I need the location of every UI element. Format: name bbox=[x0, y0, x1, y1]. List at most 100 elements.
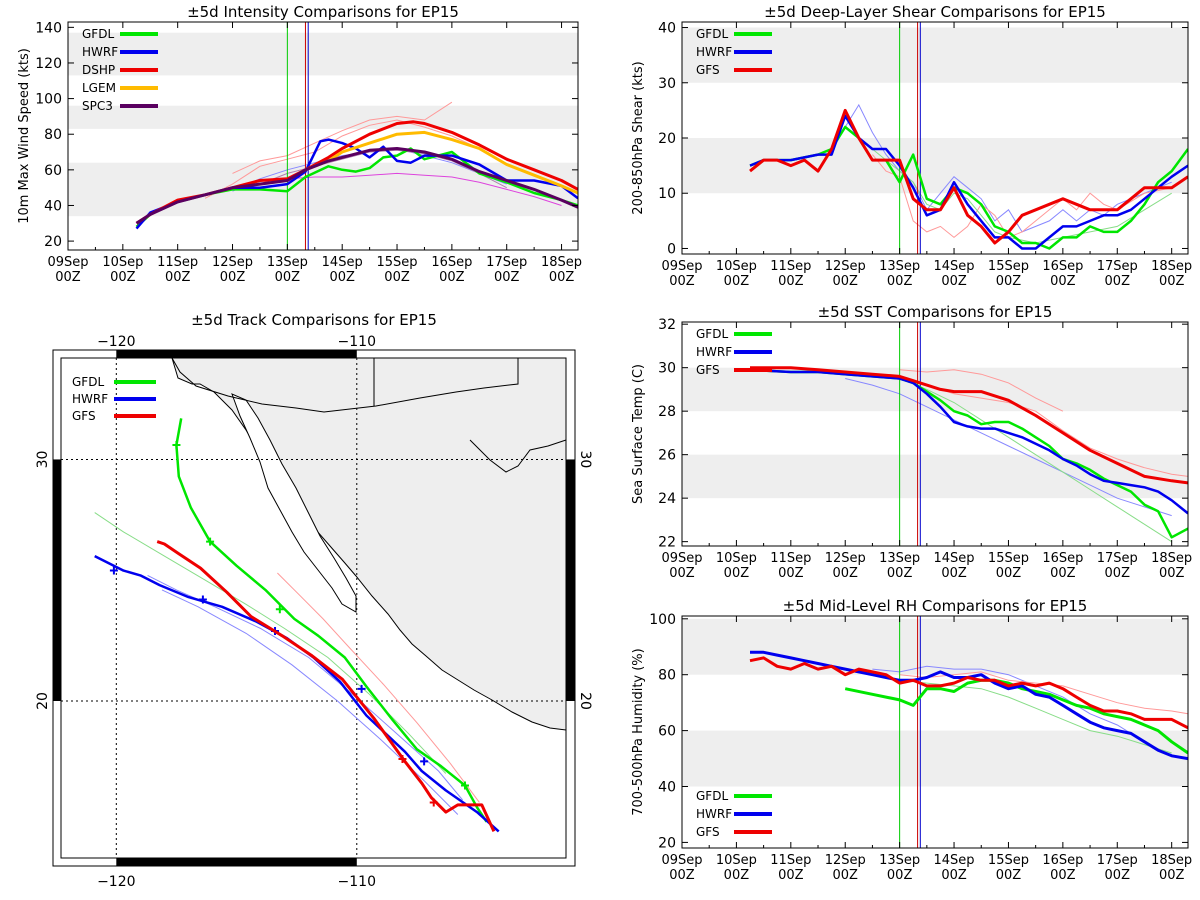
sst-xtick-day-label: 15Sep bbox=[988, 551, 1029, 566]
shear-xtick-hour-label: 00Z bbox=[887, 274, 913, 289]
sst-xtick-hour-label: 00Z bbox=[1105, 566, 1131, 581]
shear-band-0 bbox=[682, 138, 1188, 194]
rh-legend-label-gfs: GFS bbox=[696, 825, 720, 839]
shear-title: ±5d Deep-Layer Shear Comparisons for EP1… bbox=[764, 3, 1106, 21]
sst-title: ±5d SST Comparisons for EP15 bbox=[818, 303, 1053, 321]
track-map-baja-gulf bbox=[231, 393, 357, 613]
sst-ytick-label: 22 bbox=[658, 535, 676, 551]
intensity-xtick-day-label: 11Sep bbox=[157, 255, 198, 270]
shear-xtick-hour-label: 00Z bbox=[1159, 274, 1185, 289]
track-map-legend-label-gfdl: GFDL bbox=[72, 375, 104, 389]
shear-xtick-day-label: 16Sep bbox=[1042, 259, 1083, 274]
shear-chart: 01020304009Sep00Z10Sep00Z11Sep00Z12Sep00… bbox=[631, 3, 1192, 289]
sst-xtick-day-label: 18Sep bbox=[1151, 551, 1192, 566]
shear-xtick-hour-label: 00Z bbox=[832, 274, 858, 289]
track-map-legend-label-hwrf: HWRF bbox=[72, 392, 108, 406]
sst-xtick-hour-label: 00Z bbox=[724, 566, 750, 581]
sst-xtick-hour-label: 00Z bbox=[1050, 566, 1076, 581]
sst-legend-label-gfs: GFS bbox=[696, 363, 720, 377]
rh-xtick-day-label: 12Sep bbox=[825, 853, 866, 868]
shear-xtick-hour-label: 00Z bbox=[1105, 274, 1131, 289]
rh-legend-label-gfdl: GFDL bbox=[696, 789, 728, 803]
track-map-lat-label-right: 30 bbox=[577, 451, 593, 469]
intensity-xtick-day-label: 13Sep bbox=[267, 255, 308, 270]
intensity-xtick-day-label: 15Sep bbox=[377, 255, 418, 270]
intensity-faint-line-0 bbox=[232, 101, 453, 174]
rh-xtick-day-label: 14Sep bbox=[934, 853, 975, 868]
intensity-axis-box bbox=[67, 21, 579, 251]
intensity-xtick-hour-label: 00Z bbox=[55, 270, 81, 285]
rh-xtick-hour-label: 00Z bbox=[941, 868, 967, 883]
shear-ytick-label: 20 bbox=[658, 131, 676, 147]
intensity-faint-line-4 bbox=[259, 149, 507, 189]
track-map-lat-label-right: 20 bbox=[577, 692, 593, 710]
intensity-xtick-hour-label: 00Z bbox=[110, 270, 136, 285]
intensity-faint-line-1 bbox=[204, 119, 507, 199]
track-map-title: ±5d Track Comparisons for EP15 bbox=[191, 311, 437, 329]
track-map-track-marker-gfdl bbox=[206, 537, 215, 546]
sst-chart: 22242628303209Sep00Z10Sep00Z11Sep00Z12Se… bbox=[631, 303, 1192, 581]
intensity-xtick-day-label: 09Sep bbox=[47, 255, 88, 270]
track-map-legend-label-gfs: GFS bbox=[72, 409, 96, 423]
shear-ytick-label: 40 bbox=[658, 21, 676, 37]
shear-xtick-hour-label: 00Z bbox=[669, 274, 695, 289]
shear-xtick-day-label: 09Sep bbox=[661, 259, 702, 274]
shear-legend-label-hwrf: HWRF bbox=[696, 45, 732, 59]
sst-ytick-label: 30 bbox=[658, 361, 676, 377]
shear-series-gfdl bbox=[749, 125, 1188, 250]
sst-xtick-day-label: 09Sep bbox=[661, 551, 702, 566]
shear-ytick-label: 30 bbox=[658, 76, 676, 92]
sst-legend-label-gfdl: GFDL bbox=[696, 327, 728, 341]
sst-ytick-label: 28 bbox=[658, 404, 676, 420]
shear-xtick-hour-label: 00Z bbox=[941, 274, 967, 289]
rh-faint-line-0 bbox=[872, 665, 1172, 757]
track-map-faint-track-0 bbox=[277, 572, 480, 803]
track-map-frame-bar-right bbox=[566, 459, 575, 701]
sst-xtick-hour-label: 00Z bbox=[941, 566, 967, 581]
sst-series-hwrf bbox=[749, 368, 1188, 515]
track-map-coast-detail bbox=[469, 439, 567, 473]
intensity-series-lgem bbox=[304, 130, 578, 195]
track-map-track-marker-gfs bbox=[429, 798, 438, 807]
track-map-track-marker-gfdl bbox=[172, 440, 181, 449]
intensity-legend-label-spc3: SPC3 bbox=[82, 99, 113, 113]
sst-series-gfs bbox=[750, 366, 1188, 485]
sst-band-0 bbox=[682, 454, 1188, 499]
intensity-ytick-label: 140 bbox=[35, 20, 62, 36]
shear-ylabel: 200-850hPa Shear (kts) bbox=[631, 61, 646, 214]
sst-xtick-hour-label: 00Z bbox=[669, 566, 695, 581]
rh-legend-label-hwrf: HWRF bbox=[696, 807, 732, 821]
rh-chart: 2040608010009Sep00Z10Sep00Z11Sep00Z12Sep… bbox=[631, 597, 1192, 883]
track-map-chart: −120 −120 −110 −110 30 30 20 20 ±5d Track Compar… bbox=[35, 311, 593, 890]
shear-xtick-day-label: 13Sep bbox=[879, 259, 920, 274]
shear-faint-line-0 bbox=[844, 103, 1172, 233]
shear-xtick-day-label: 14Sep bbox=[934, 259, 975, 274]
rh-ytick-label: 100 bbox=[649, 612, 676, 628]
rh-xtick-hour-label: 00Z bbox=[832, 868, 858, 883]
sst-xtick-day-label: 13Sep bbox=[879, 551, 920, 566]
rh-band-0 bbox=[682, 730, 1188, 787]
sst-xtick-day-label: 16Sep bbox=[1042, 551, 1083, 566]
track-map-lat-label-left: 30 bbox=[35, 451, 51, 469]
rh-xtick-day-label: 11Sep bbox=[770, 853, 811, 868]
shear-xtick-hour-label: 00Z bbox=[996, 274, 1022, 289]
sst-xtick-hour-label: 00Z bbox=[1159, 566, 1185, 581]
sst-xtick-hour-label: 00Z bbox=[832, 566, 858, 581]
rh-band-1 bbox=[682, 618, 1188, 675]
rh-xtick-hour-label: 00Z bbox=[778, 868, 804, 883]
intensity-xtick-day-label: 17Sep bbox=[486, 255, 527, 270]
rh-ytick-label: 40 bbox=[658, 780, 676, 796]
shear-series-hwrf bbox=[749, 114, 1188, 250]
rh-xtick-hour-label: 00Z bbox=[1159, 868, 1185, 883]
rh-axis-box bbox=[681, 615, 1189, 849]
track-map-track-marker-hwrf bbox=[109, 566, 118, 575]
track-map-track-marker-hwrf bbox=[357, 684, 366, 693]
sst-xtick-day-label: 10Sep bbox=[716, 551, 757, 566]
track-map-track-gfs bbox=[156, 540, 496, 833]
sst-xtick-hour-label: 00Z bbox=[778, 566, 804, 581]
intensity-ylabel: 10m Max Wind Speed (kts) bbox=[17, 48, 32, 224]
track-map-lon-label-top: −110 bbox=[338, 334, 376, 350]
intensity-ytick-label: 40 bbox=[44, 198, 62, 214]
intensity-xtick-hour-label: 00Z bbox=[220, 270, 246, 285]
